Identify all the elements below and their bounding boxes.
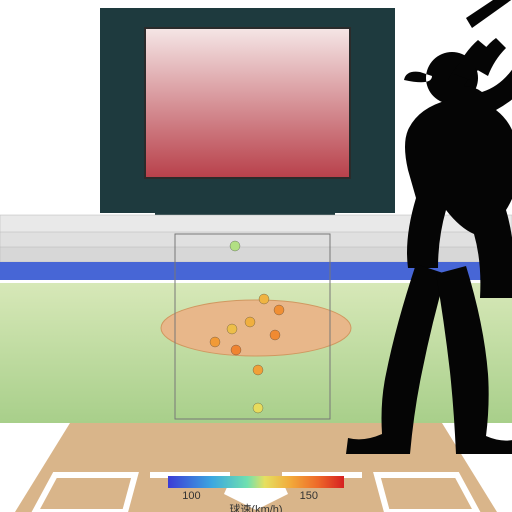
legend-title: 球速(km/h) <box>229 502 282 512</box>
pitch-marker <box>231 345 241 355</box>
scoreboard-screen <box>145 28 350 178</box>
pitch-marker <box>230 241 240 251</box>
pitch-marker <box>227 324 237 334</box>
pitch-marker <box>253 365 263 375</box>
legend-tick-label: 100 <box>182 490 200 502</box>
pitchers-mound <box>161 300 351 356</box>
legend-bar <box>168 476 344 488</box>
pitch-marker <box>259 294 269 304</box>
pitch-marker <box>210 337 220 347</box>
pitch-marker <box>274 305 284 315</box>
legend-tick-label: 150 <box>300 490 318 502</box>
pitch-marker <box>270 330 280 340</box>
scoreboard <box>100 8 395 238</box>
pitch-marker <box>253 403 263 413</box>
pitch-marker <box>245 317 255 327</box>
chart-svg: 100 150 球速(km/h) <box>0 0 512 512</box>
pitch-chart-canvas: 100 150 球速(km/h) <box>0 0 512 512</box>
